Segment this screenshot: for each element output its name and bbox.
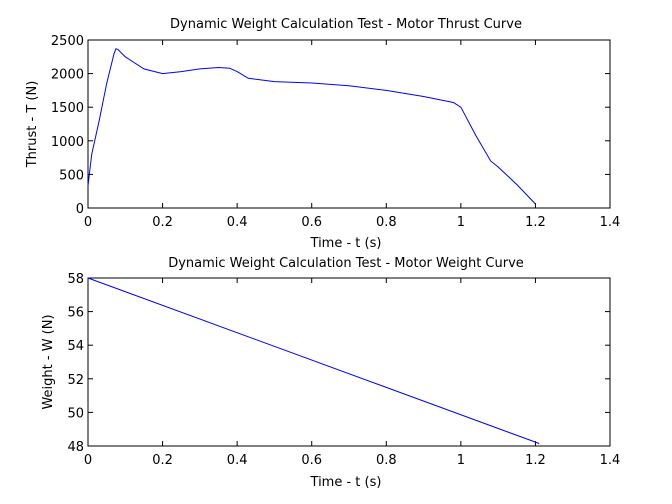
weight-y-tick-label: 48 bbox=[67, 440, 84, 455]
thrust-plot-area bbox=[87, 39, 611, 209]
thrust-y-tick-label: 2500 bbox=[51, 34, 84, 49]
weight-x-ticks: 0 0.2 0.4 0.6 0.8 1 1.2 1.4 bbox=[84, 278, 620, 468]
thrust-x-tick-label: 0.4 bbox=[227, 215, 248, 230]
weight-y-axis-label: Weight - W (N) bbox=[41, 314, 56, 409]
thrust-y-tick-label: 1000 bbox=[51, 135, 84, 150]
weight-plot-area bbox=[87, 277, 611, 447]
weight-y-tick-label: 56 bbox=[67, 306, 84, 321]
weight-y-tick-label: 54 bbox=[67, 339, 84, 354]
thrust-x-ticks: 0 0.2 0.4 0.6 0.8 1 1.2 1.4 bbox=[84, 40, 620, 230]
thrust-y-tick-label: 0 bbox=[76, 202, 84, 217]
thrust-y-axis-label: Thrust - T (N) bbox=[25, 81, 40, 169]
weight-x-tick-label: 0.4 bbox=[227, 453, 248, 468]
thrust-x-tick-label: 1.2 bbox=[525, 215, 546, 230]
thrust-chart: Dynamic Weight Calculation Test - Motor … bbox=[25, 17, 620, 251]
weight-x-tick-label: 1 bbox=[457, 453, 465, 468]
weight-series-line bbox=[87, 277, 540, 444]
weight-x-tick-label: 1.4 bbox=[600, 453, 621, 468]
thrust-y-ticks: 0 500 1000 1500 2000 2500 bbox=[51, 34, 610, 217]
thrust-chart-title: Dynamic Weight Calculation Test - Motor … bbox=[170, 17, 522, 32]
thrust-x-tick-label: 1 bbox=[457, 215, 465, 230]
weight-y-tick-label: 52 bbox=[67, 373, 84, 388]
thrust-y-tick-label: 500 bbox=[59, 168, 84, 183]
weight-chart: Dynamic Weight Calculation Test - Motor … bbox=[41, 256, 620, 490]
thrust-x-tick-label: 0 bbox=[84, 215, 92, 230]
thrust-x-axis-label: Time - t (s) bbox=[310, 236, 382, 251]
weight-x-tick-label: 0.8 bbox=[376, 453, 397, 468]
weight-x-axis-label: Time - t (s) bbox=[310, 475, 382, 490]
weight-x-tick-label: 0.2 bbox=[152, 453, 173, 468]
weight-x-tick-label: 0.6 bbox=[301, 453, 322, 468]
thrust-x-tick-label: 0.6 bbox=[301, 215, 322, 230]
thrust-x-tick-label: 0.2 bbox=[152, 215, 173, 230]
thrust-y-tick-label: 2000 bbox=[51, 68, 84, 83]
thrust-x-tick-label: 1.4 bbox=[600, 215, 621, 230]
thrust-x-tick-label: 0.8 bbox=[376, 215, 397, 230]
weight-chart-title: Dynamic Weight Calculation Test - Motor … bbox=[168, 256, 524, 271]
weight-x-tick-label: 1.2 bbox=[525, 453, 546, 468]
thrust-y-tick-label: 1500 bbox=[51, 101, 84, 116]
thrust-series-line bbox=[87, 48, 536, 205]
weight-y-tick-label: 50 bbox=[67, 406, 84, 421]
weight-y-tick-label: 58 bbox=[67, 272, 84, 287]
weight-x-tick-label: 0 bbox=[84, 453, 92, 468]
weight-y-ticks: 48 50 52 54 56 58 bbox=[67, 272, 610, 455]
